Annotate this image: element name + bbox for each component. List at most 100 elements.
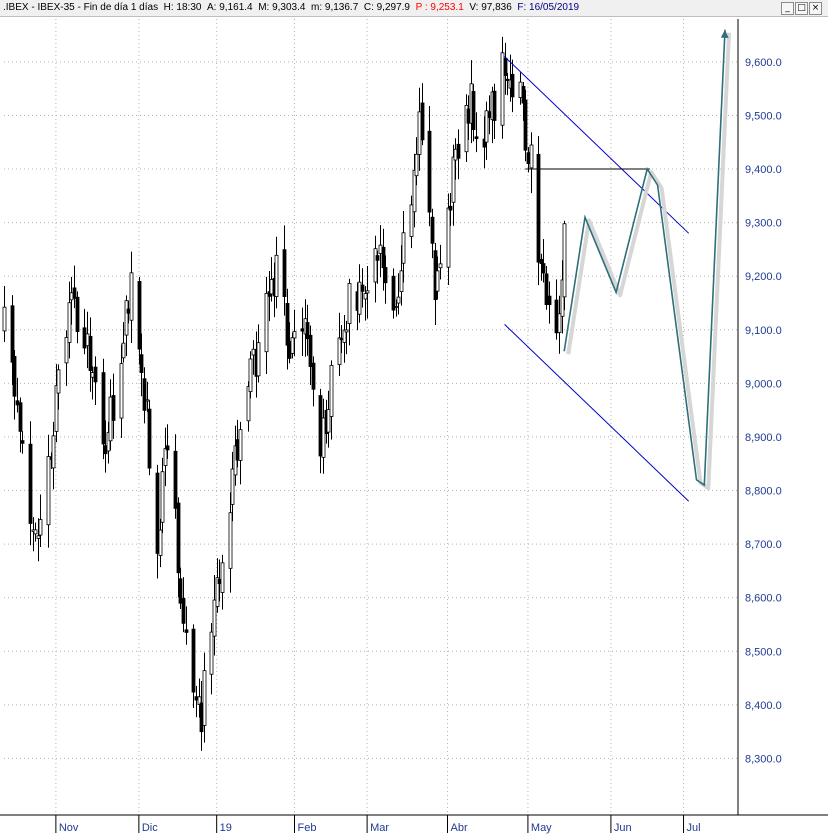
candle-body <box>399 270 404 293</box>
candle-body <box>383 267 388 284</box>
candle-body <box>448 205 453 211</box>
candle-body <box>500 52 505 126</box>
candle-body <box>471 91 476 131</box>
channel-upper-line <box>504 56 690 234</box>
candle-body <box>20 440 25 444</box>
close-value: 9,297.9 <box>376 2 410 13</box>
candle-body <box>209 631 214 675</box>
hour-label: H: <box>163 2 174 13</box>
candle-body <box>176 502 181 574</box>
candle-body <box>391 275 396 311</box>
candle-body <box>300 328 305 332</box>
candle-body <box>194 696 199 701</box>
candle-body <box>321 417 326 458</box>
candle-body <box>158 529 163 556</box>
x-tick-label: Abr <box>451 822 468 834</box>
maximize-button[interactable]: □ <box>795 2 808 15</box>
candles <box>2 36 567 751</box>
projection-path <box>563 29 726 487</box>
candle-body <box>357 281 362 315</box>
candle-body <box>36 535 41 539</box>
candle-body <box>373 248 378 283</box>
candle-body <box>235 439 240 461</box>
chart-title-bar: .IBEX - IBEX-35 - Fin de día 1 días H: 1… <box>0 0 828 17</box>
candle-body <box>147 408 152 469</box>
candle-body <box>394 306 399 308</box>
candle-body <box>256 342 261 377</box>
candle-body <box>505 78 510 81</box>
candle-body <box>248 358 253 393</box>
candle-body <box>56 369 61 394</box>
candle-body <box>292 331 297 339</box>
candle-body <box>451 156 456 203</box>
y-tick-label: 9,600.0 <box>745 57 782 69</box>
candle-body <box>401 232 406 264</box>
y-tick-label: 8,600.0 <box>745 593 782 605</box>
candle-body <box>124 300 129 336</box>
y-tick-label: 8,500.0 <box>745 646 782 658</box>
channel-lower-line <box>504 324 690 502</box>
y-tick-label: 9,000.0 <box>745 378 782 390</box>
candle-body <box>318 395 323 457</box>
candle-body <box>15 400 20 406</box>
candlestick-chart[interactable]: 8,300.0 8,400.0 8,500.0 8,600.0 8,700.0 8,800… <box>0 17 828 836</box>
candle-body <box>67 302 72 343</box>
candle-body <box>453 148 458 161</box>
candle-body <box>2 306 7 332</box>
y-tick-label: 9,400.0 <box>745 164 782 176</box>
candle-body <box>72 287 77 299</box>
candle-body <box>396 296 401 304</box>
candle-body <box>557 313 562 333</box>
candle-body <box>378 244 383 254</box>
y-tick-label: 9,300.0 <box>745 218 782 230</box>
candle-body <box>18 402 23 432</box>
open-value: 9,161.4 <box>219 2 253 13</box>
volume-label: V: <box>469 2 479 13</box>
y-tick-label: 8,400.0 <box>745 700 782 712</box>
candle-body <box>121 342 126 359</box>
candle-body <box>339 338 344 340</box>
candle-body <box>282 249 287 297</box>
candle-body <box>290 337 295 354</box>
candle-body <box>529 144 534 169</box>
candle-body <box>119 363 124 419</box>
candle-body <box>536 153 541 263</box>
candle-body <box>220 562 225 593</box>
prev-label: P : <box>415 2 428 13</box>
candle-body <box>285 303 290 346</box>
candle-body <box>230 468 235 505</box>
candle-body <box>466 108 471 124</box>
candle-body <box>75 296 80 332</box>
candle-body <box>212 599 217 637</box>
candle-body <box>155 472 160 554</box>
candle-body <box>539 258 544 265</box>
y-tick-label: 9,200.0 <box>745 271 782 283</box>
candle-body <box>163 448 168 466</box>
candle-body <box>409 204 414 237</box>
minimize-button[interactable]: _ <box>781 2 794 15</box>
candle-body <box>46 456 51 526</box>
x-tick-label: Dic <box>142 822 158 834</box>
low-value: 9,136.7 <box>324 2 359 13</box>
candle-body <box>274 254 279 297</box>
candle-body <box>264 292 269 353</box>
symbol-label: .IBEX - IBEX-35 - Fin de día 1 días <box>3 2 159 13</box>
x-tick-label: 19 <box>220 822 232 834</box>
window-controls: _ □ × <box>781 2 822 15</box>
candle-body <box>326 409 331 433</box>
close-button[interactable]: × <box>809 2 822 15</box>
candle-body <box>269 279 274 295</box>
candle-body <box>108 396 113 442</box>
candle-body <box>329 365 334 417</box>
candle-body <box>363 293 368 300</box>
high-value: 9,303.4 <box>272 2 306 13</box>
candle-body <box>129 272 134 321</box>
candle-body <box>111 395 116 421</box>
x-tick-label: May <box>531 822 552 834</box>
candle-body <box>10 305 15 363</box>
candle-body <box>547 295 552 306</box>
candle-body <box>518 81 523 98</box>
candle-body <box>238 429 243 461</box>
candle-body <box>101 372 106 445</box>
candle-body <box>420 102 425 141</box>
